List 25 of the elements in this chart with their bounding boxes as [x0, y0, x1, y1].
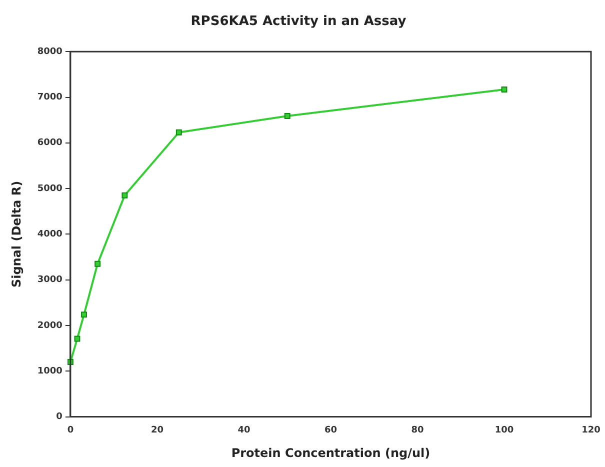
point [94, 260, 101, 267]
chart-title: RPS6KA5 Activity in an Assay [190, 14, 407, 30]
point [176, 129, 182, 136]
point [501, 86, 508, 92]
x-tick-label: 80 [411, 426, 424, 436]
point [284, 112, 290, 119]
y-tick-label: 7000 [37, 92, 62, 103]
point [122, 192, 128, 198]
y-tick-label: 1000 [37, 366, 62, 376]
y-axis-title: Signal (Delta R) [9, 180, 24, 288]
y-tick-label: 0 [56, 412, 62, 422]
x-axis-title: Protein Concentration (ng/ul) [231, 446, 430, 460]
x-tick-label: 60 [324, 426, 337, 436]
x-tick-label: 0 [67, 426, 74, 436]
y-tick-label: 4000 [37, 230, 62, 240]
x-tick-label: 120 [582, 426, 600, 436]
point [81, 312, 87, 318]
y-tick-label: 6000 [37, 138, 62, 148]
x-tick-label: 20 [150, 426, 164, 436]
y-tick-label: 2000 [37, 320, 62, 331]
x-tick-label: 100 [494, 426, 514, 436]
y-tick-label: 5000 [37, 184, 62, 194]
y-tick-label: 3000 [37, 275, 62, 286]
y-tick-label: 8000 [37, 46, 62, 57]
x-tick-label: 40 [238, 426, 250, 436]
